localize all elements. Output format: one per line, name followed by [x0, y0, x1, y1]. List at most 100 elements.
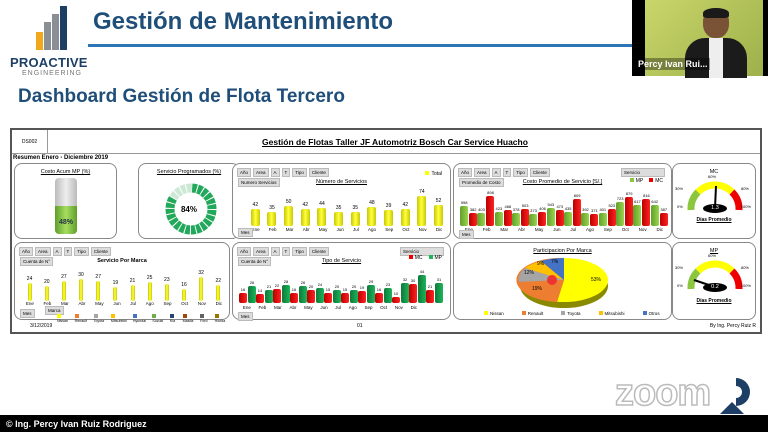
- bar[interactable]: [282, 285, 290, 303]
- bar[interactable]: [521, 209, 530, 226]
- bar[interactable]: [590, 213, 599, 226]
- bar[interactable]: [96, 280, 101, 301]
- filter-a[interactable]: A: [52, 247, 62, 256]
- filter-cliente[interactable]: Cliente: [308, 168, 329, 177]
- filter-cliente[interactable]: Cliente: [90, 247, 111, 256]
- bar[interactable]: [564, 211, 573, 226]
- bar[interactable]: [650, 204, 659, 226]
- bar[interactable]: [300, 208, 310, 226]
- field-tag[interactable]: Cuenta de N°: [238, 257, 272, 266]
- bar[interactable]: [477, 212, 486, 226]
- bar[interactable]: [265, 289, 273, 303]
- bar[interactable]: [341, 293, 349, 303]
- bar[interactable]: [460, 206, 469, 226]
- filter-a[interactable]: A: [491, 168, 501, 177]
- filter-a[interactable]: A: [270, 247, 280, 256]
- bar[interactable]: [616, 201, 625, 226]
- bar[interactable]: [147, 282, 152, 301]
- filter-t[interactable]: T: [63, 247, 73, 256]
- month-filter[interactable]: Mes: [238, 312, 253, 321]
- bar[interactable]: [512, 213, 521, 226]
- bar[interactable]: [529, 213, 538, 226]
- bar[interactable]: [555, 210, 564, 226]
- bar[interactable]: [435, 283, 443, 303]
- bar[interactable]: [358, 290, 366, 303]
- field-tag[interactable]: Numero Servicios: [238, 178, 280, 187]
- bar[interactable]: [417, 196, 427, 226]
- filter-t[interactable]: T: [281, 247, 291, 256]
- filter-a[interactable]: A: [270, 168, 280, 177]
- filter-ano[interactable]: Año: [237, 168, 252, 177]
- month-filter[interactable]: Mes: [459, 230, 474, 239]
- bar[interactable]: [367, 284, 375, 303]
- bar[interactable]: [659, 213, 668, 226]
- filter-ano[interactable]: Año: [237, 247, 252, 256]
- bar[interactable]: [216, 284, 221, 301]
- bar[interactable]: [418, 275, 426, 303]
- bar[interactable]: [401, 282, 409, 303]
- bar[interactable]: [164, 283, 169, 301]
- bar[interactable]: [334, 211, 344, 226]
- bar[interactable]: [494, 211, 503, 226]
- filter-t[interactable]: T: [281, 168, 291, 177]
- bar[interactable]: [181, 289, 186, 301]
- bar[interactable]: [350, 290, 358, 303]
- month-filter[interactable]: Mes: [238, 228, 253, 237]
- filter-tipo[interactable]: Tipo: [292, 247, 307, 256]
- bar[interactable]: [239, 292, 247, 303]
- bar[interactable]: [324, 293, 332, 303]
- bar[interactable]: [307, 290, 315, 303]
- bar[interactable]: [409, 283, 417, 303]
- bar[interactable]: [486, 196, 495, 226]
- bar[interactable]: [199, 277, 204, 301]
- bar[interactable]: [350, 211, 360, 226]
- filter-tipo[interactable]: Tipo: [74, 247, 89, 256]
- filter-t[interactable]: T: [502, 168, 512, 177]
- bar[interactable]: [538, 212, 547, 226]
- servicio-selector[interactable]: Servicio: [621, 168, 665, 177]
- servicio-selector[interactable]: Servicio: [400, 247, 444, 256]
- bar[interactable]: [273, 289, 281, 303]
- bar[interactable]: [61, 280, 66, 301]
- bar[interactable]: [546, 207, 555, 226]
- bar[interactable]: [27, 283, 32, 301]
- bar[interactable]: [284, 205, 294, 226]
- marca-filter[interactable]: Marca: [45, 306, 64, 315]
- field-tag[interactable]: Cuenta de N°: [20, 257, 54, 266]
- bar[interactable]: [317, 208, 327, 226]
- bar[interactable]: [333, 290, 341, 303]
- bar[interactable]: [316, 287, 324, 303]
- bar[interactable]: [400, 208, 410, 226]
- filter-ano[interactable]: Año: [19, 247, 34, 256]
- bar[interactable]: [79, 278, 84, 301]
- bar[interactable]: [375, 292, 383, 303]
- bar[interactable]: [267, 211, 277, 226]
- bar[interactable]: [469, 213, 478, 226]
- bar[interactable]: [299, 286, 307, 303]
- filter-area[interactable]: Area: [253, 168, 269, 177]
- bar[interactable]: [434, 204, 444, 226]
- bar[interactable]: [290, 292, 298, 303]
- filter-ano[interactable]: Año: [458, 168, 473, 177]
- bar[interactable]: [573, 199, 582, 226]
- bar[interactable]: [44, 286, 49, 301]
- field-tag[interactable]: Promedio de Costo: [459, 178, 504, 187]
- webcam-tile[interactable]: Percy Ivan Rui...: [632, 0, 768, 78]
- bar[interactable]: [426, 289, 434, 303]
- bar[interactable]: [113, 286, 118, 301]
- bar[interactable]: [250, 208, 260, 226]
- bar[interactable]: [581, 212, 590, 226]
- bar[interactable]: [248, 286, 256, 303]
- bar[interactable]: [392, 296, 400, 303]
- filter-area[interactable]: Area: [253, 247, 269, 256]
- bar[interactable]: [130, 285, 135, 301]
- bar[interactable]: [256, 294, 264, 303]
- bar[interactable]: [625, 196, 634, 226]
- filter-area[interactable]: Area: [35, 247, 51, 256]
- bar[interactable]: [598, 212, 607, 226]
- filter-cliente[interactable]: Cliente: [308, 247, 329, 256]
- filter-tipo[interactable]: Tipo: [513, 168, 528, 177]
- bar[interactable]: [607, 208, 616, 226]
- bar[interactable]: [633, 205, 642, 226]
- filter-tipo[interactable]: Tipo: [292, 168, 307, 177]
